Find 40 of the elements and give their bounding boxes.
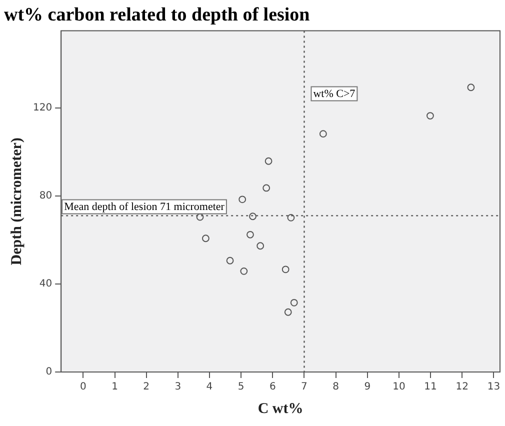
point xyxy=(287,214,295,222)
y-axis-title: Depth (micrometer) xyxy=(8,138,25,266)
point xyxy=(262,184,270,192)
ref-line-label: Mean depth of lesion 71 micrometer xyxy=(64,201,225,214)
point xyxy=(202,234,210,242)
x-tick-label: 12 xyxy=(456,382,468,393)
y-tick-label: 0 xyxy=(46,366,52,378)
x-tick-label: 4 xyxy=(206,382,213,393)
x-tick-label: 5 xyxy=(238,382,244,393)
x-axis-title: C wt% xyxy=(258,400,304,417)
point xyxy=(249,212,256,220)
point xyxy=(290,298,298,306)
y-tick-label: 120 xyxy=(32,102,52,114)
x-tick-label: 1 xyxy=(112,382,118,393)
x-tick-label: 11 xyxy=(424,382,437,393)
x-tick-label: 13 xyxy=(487,382,500,393)
x-tick-label: 9 xyxy=(364,382,371,393)
x-tick-label: 6 xyxy=(269,382,276,393)
point xyxy=(284,308,292,316)
x-tick-label: 0 xyxy=(80,382,86,393)
point xyxy=(264,157,272,165)
point xyxy=(226,256,234,264)
x-tick-label: 3 xyxy=(174,382,182,393)
x-tick-label: 7 xyxy=(301,382,308,393)
x-tick-label: 10 xyxy=(392,382,406,393)
point xyxy=(426,112,434,120)
point xyxy=(319,130,327,138)
point xyxy=(246,230,254,238)
point xyxy=(238,196,246,204)
x-tick-label: 2 xyxy=(143,382,150,393)
chart-title: wt% carbon related to depth of lesion xyxy=(4,4,310,26)
point xyxy=(282,266,290,274)
point xyxy=(467,84,475,92)
y-tick-label: 80 xyxy=(39,190,52,202)
ref-line-label: wt% C>7 xyxy=(313,88,356,100)
point xyxy=(196,213,204,221)
point xyxy=(240,267,248,275)
x-tick-label: 8 xyxy=(332,382,339,393)
point xyxy=(256,242,264,250)
y-tick-label: 40 xyxy=(39,278,52,290)
